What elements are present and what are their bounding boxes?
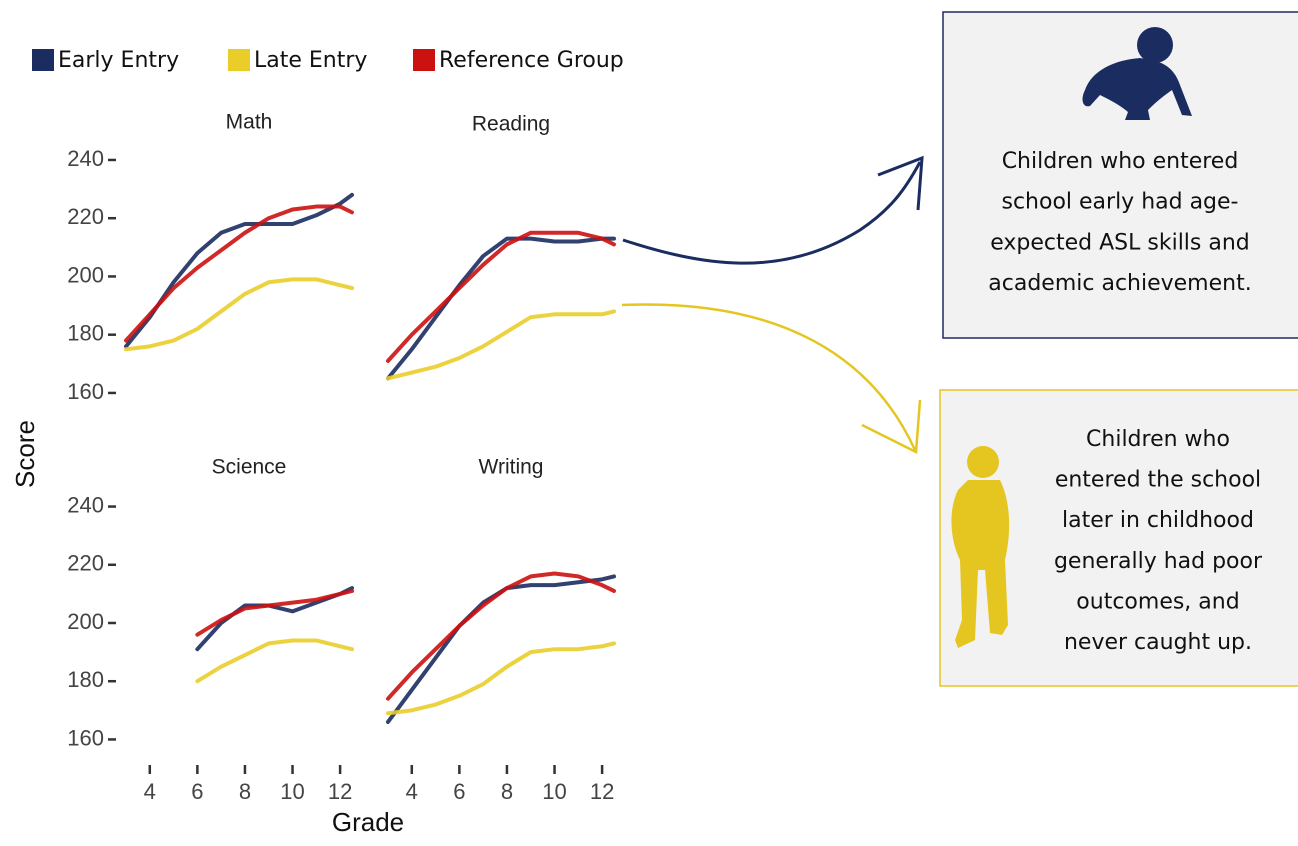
series-line bbox=[124, 204, 354, 343]
x-tick-label: 6 bbox=[191, 779, 203, 804]
y-tick-label: 180 bbox=[67, 321, 104, 346]
y-tick-label: 220 bbox=[67, 204, 104, 229]
legend-swatch bbox=[413, 49, 435, 71]
note-text: Children who bbox=[1086, 427, 1230, 452]
legend-swatch bbox=[228, 49, 250, 71]
y-tick-label: 200 bbox=[67, 609, 104, 634]
x-tick-label: 10 bbox=[542, 779, 566, 804]
note-text: Children who entered bbox=[1002, 149, 1239, 174]
x-tick-label: 4 bbox=[406, 779, 418, 804]
y-axis-label: Score bbox=[10, 420, 40, 488]
x-axis-label: Grade bbox=[332, 807, 404, 837]
panel-title: Reading bbox=[472, 113, 550, 136]
y-tick-label: 240 bbox=[67, 146, 104, 171]
series-line bbox=[386, 309, 616, 381]
note-text: entered the school bbox=[1055, 468, 1261, 493]
panel-title: Math bbox=[226, 111, 273, 134]
y-tick-label: 160 bbox=[67, 379, 104, 404]
arrow bbox=[622, 161, 922, 265]
panel-title: Science bbox=[212, 456, 287, 479]
legend-label: Early Entry bbox=[58, 48, 179, 73]
x-tick-label: 6 bbox=[453, 779, 465, 804]
baby-icon bbox=[1082, 27, 1192, 120]
x-tick-label: 4 bbox=[144, 779, 156, 804]
y-tick-label: 220 bbox=[67, 551, 104, 576]
y-tick-label: 180 bbox=[67, 667, 104, 692]
note-text: generally had poor bbox=[1054, 549, 1263, 574]
child-icon bbox=[951, 446, 1010, 648]
panel-title: Writing bbox=[479, 456, 544, 479]
note-text: later in childhood bbox=[1062, 508, 1254, 533]
series-line bbox=[386, 236, 616, 381]
arrow-head bbox=[861, 399, 922, 454]
y-tick-label: 200 bbox=[67, 262, 104, 287]
note-text: never caught up. bbox=[1064, 630, 1252, 655]
series-line bbox=[195, 588, 354, 637]
y-tick-label: 160 bbox=[67, 725, 104, 750]
legend-label: Reference Group bbox=[439, 48, 624, 73]
x-tick-label: 8 bbox=[501, 779, 513, 804]
note-text: expected ASL skills and bbox=[990, 230, 1250, 255]
series-line bbox=[386, 571, 616, 701]
x-tick-label: 12 bbox=[328, 779, 352, 804]
arrow-head bbox=[877, 155, 924, 211]
series-line bbox=[124, 277, 354, 352]
x-tick-label: 12 bbox=[590, 779, 614, 804]
x-tick-label: 8 bbox=[239, 779, 251, 804]
series-line bbox=[195, 638, 354, 684]
arrow bbox=[621, 303, 917, 451]
note-text: school early had age- bbox=[1001, 190, 1238, 215]
y-tick-label: 240 bbox=[67, 492, 104, 517]
legend-label: Late Entry bbox=[254, 48, 367, 73]
series-line bbox=[124, 192, 354, 349]
legend-swatch bbox=[32, 49, 54, 71]
x-tick-label: 10 bbox=[280, 779, 304, 804]
note-text: academic achievement. bbox=[988, 271, 1251, 296]
note-text: outcomes, and bbox=[1076, 589, 1239, 614]
series-line bbox=[386, 230, 616, 363]
series-line bbox=[386, 641, 616, 716]
